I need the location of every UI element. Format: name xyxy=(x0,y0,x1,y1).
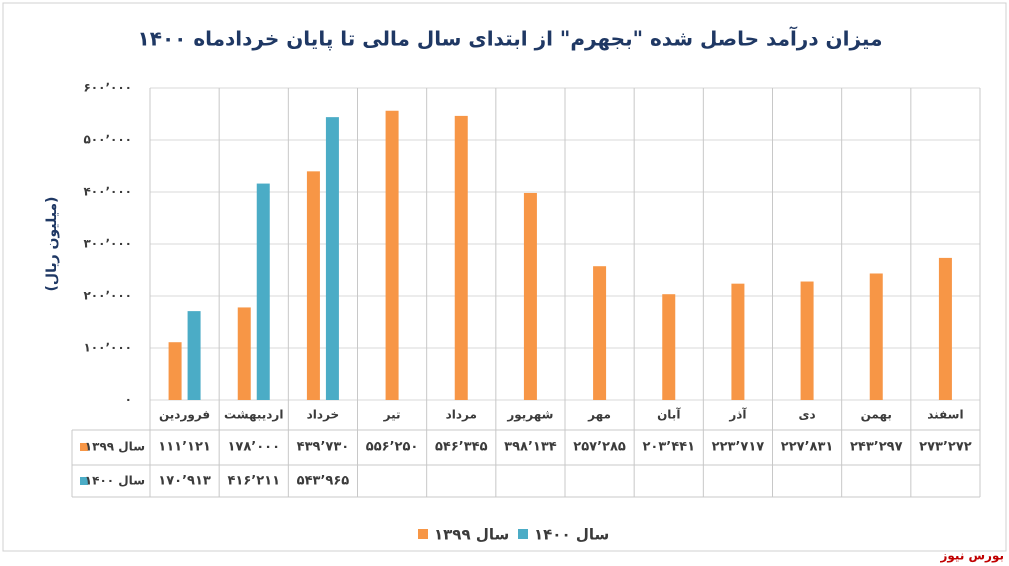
bar xyxy=(523,192,537,400)
table-series-name: سال ۱۳۹۹ xyxy=(85,440,145,454)
x-tick-label: فروردین xyxy=(159,408,210,423)
bar xyxy=(662,294,676,400)
chart-frame xyxy=(2,2,1007,552)
table-value: ۱۱۱٬۱۲۱ xyxy=(158,440,211,455)
y-tick-label: ۰ xyxy=(125,393,132,407)
table-swatch xyxy=(80,477,88,485)
x-tick-label: خرداد xyxy=(307,408,340,422)
bar xyxy=(385,110,399,400)
table-value: ۲۵۷٬۲۸۵ xyxy=(573,440,626,455)
table-value: ۲۲۷٬۸۳۱ xyxy=(781,440,834,455)
bar xyxy=(306,171,320,400)
table-value: ۲۰۳٬۴۴۱ xyxy=(642,440,695,455)
x-tick-label: مرداد xyxy=(446,408,477,422)
bar xyxy=(593,266,607,400)
table-value: ۱۷۸٬۰۰۰ xyxy=(227,440,280,455)
legend-label: سال ۱۴۰۰ xyxy=(534,526,609,544)
bar xyxy=(938,257,952,400)
x-tick-label: اسفند xyxy=(927,408,963,422)
y-axis-label: (میلیون ریال) xyxy=(44,197,60,292)
x-tick-label: بهمن xyxy=(861,408,892,422)
table-series-name: سال ۱۴۰۰ xyxy=(85,474,145,488)
x-tick-label: مهر xyxy=(587,408,611,422)
table-value: ۴۱۶٬۲۱۱ xyxy=(227,474,280,489)
bar xyxy=(325,117,339,401)
source: بورس نیوز xyxy=(939,549,1004,564)
y-tick-label: ۴۰۰٬۰۰۰ xyxy=(83,185,132,199)
legend-swatch xyxy=(418,529,428,539)
bar xyxy=(800,281,814,400)
chart-title: میزان درآمد حاصل شده "بجهرم" از ابتدای س… xyxy=(138,26,883,52)
bar xyxy=(237,307,251,400)
y-tick-label: ۳۰۰٬۰۰۰ xyxy=(83,237,132,251)
y-tick-label: ۶۰۰٬۰۰۰ xyxy=(83,81,132,95)
table-value: ۲۷۳٬۲۷۲ xyxy=(919,440,972,455)
table-value: ۵۵۶٬۲۵۰ xyxy=(366,440,419,455)
bar xyxy=(168,342,182,400)
bar xyxy=(869,273,883,400)
x-tick-label: اردیبهشت xyxy=(224,408,283,422)
bar xyxy=(454,115,468,400)
bar xyxy=(731,283,745,400)
y-tick-label: ۵۰۰٬۰۰۰ xyxy=(83,133,132,147)
table-value: ۵۴۳٬۹۶۵ xyxy=(297,474,350,489)
x-tick-label: آذر xyxy=(728,407,747,422)
x-tick-label: تیر xyxy=(383,408,401,422)
legend-label: سال ۱۳۹۹ xyxy=(434,526,509,544)
x-tick-label: دی xyxy=(799,408,816,422)
table-value: ۱۷۰٬۹۱۳ xyxy=(158,474,211,489)
y-tick-label: ۱۰۰٬۰۰۰ xyxy=(83,341,132,355)
x-tick-label: آبان xyxy=(657,407,681,422)
table-value: ۳۹۸٬۱۳۴ xyxy=(504,440,557,455)
table-swatch xyxy=(80,443,88,451)
legend-swatch xyxy=(518,529,528,539)
bar xyxy=(187,311,201,400)
table-value: ۵۴۶٬۳۴۵ xyxy=(435,440,488,455)
y-tick-label: ۲۰۰٬۰۰۰ xyxy=(83,289,132,303)
table-value: ۲۴۳٬۲۹۷ xyxy=(850,440,903,455)
bar xyxy=(256,183,270,400)
x-tick-label: شهریور xyxy=(506,408,553,423)
table-value: ۲۲۳٬۷۱۷ xyxy=(712,440,765,455)
table-value: ۴۳۹٬۷۳۰ xyxy=(297,440,350,455)
